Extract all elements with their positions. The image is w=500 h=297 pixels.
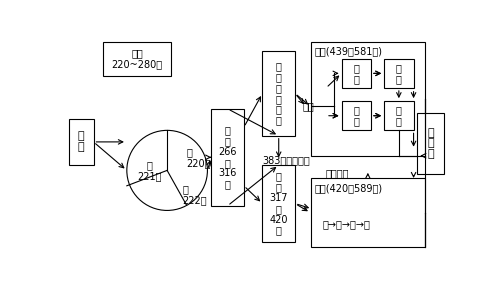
Text: 南北对峙: 南北对峙 <box>326 168 349 178</box>
FancyBboxPatch shape <box>342 101 371 130</box>
FancyBboxPatch shape <box>212 109 244 206</box>
FancyBboxPatch shape <box>68 119 94 165</box>
Text: 前
秦
统
一
北
方: 前 秦 统 一 北 方 <box>276 61 281 125</box>
Text: 北魏: 北魏 <box>303 102 314 111</box>
FancyBboxPatch shape <box>310 178 425 247</box>
Text: 东
汉: 东 汉 <box>78 132 84 152</box>
Text: 三国
220~280年: 三国 220~280年 <box>112 48 162 69</box>
FancyBboxPatch shape <box>262 165 295 242</box>
Text: 西
魏: 西 魏 <box>354 105 359 126</box>
Text: 隋
统
一: 隋 统 一 <box>428 128 434 159</box>
Text: 北
齐: 北 齐 <box>396 63 402 84</box>
FancyBboxPatch shape <box>310 42 425 156</box>
FancyBboxPatch shape <box>342 59 371 88</box>
Text: 383年淝水之战: 383年淝水之战 <box>262 155 310 165</box>
FancyBboxPatch shape <box>103 42 171 76</box>
FancyBboxPatch shape <box>262 51 295 136</box>
Text: 东
魏: 东 魏 <box>354 63 359 84</box>
Text: 吴
222年: 吴 222年 <box>182 185 208 206</box>
Text: 南朝(420～589年): 南朝(420～589年) <box>314 183 382 193</box>
FancyBboxPatch shape <box>418 113 444 174</box>
Text: 魏
220年: 魏 220年 <box>186 147 211 168</box>
Text: 北朝(439～581年): 北朝(439～581年) <box>314 46 382 56</box>
Text: 北
周: 北 周 <box>396 105 402 126</box>
FancyBboxPatch shape <box>384 59 414 88</box>
Text: 东
晋
317
～
420
年: 东 晋 317 ～ 420 年 <box>270 171 288 236</box>
Text: 西
晋
266
～
316
年: 西 晋 266 ～ 316 年 <box>218 125 237 189</box>
FancyBboxPatch shape <box>384 101 414 130</box>
Text: 宋→齐→梁→陈: 宋→齐→梁→陈 <box>322 219 370 229</box>
Text: 蜀
221年: 蜀 221年 <box>137 160 162 181</box>
